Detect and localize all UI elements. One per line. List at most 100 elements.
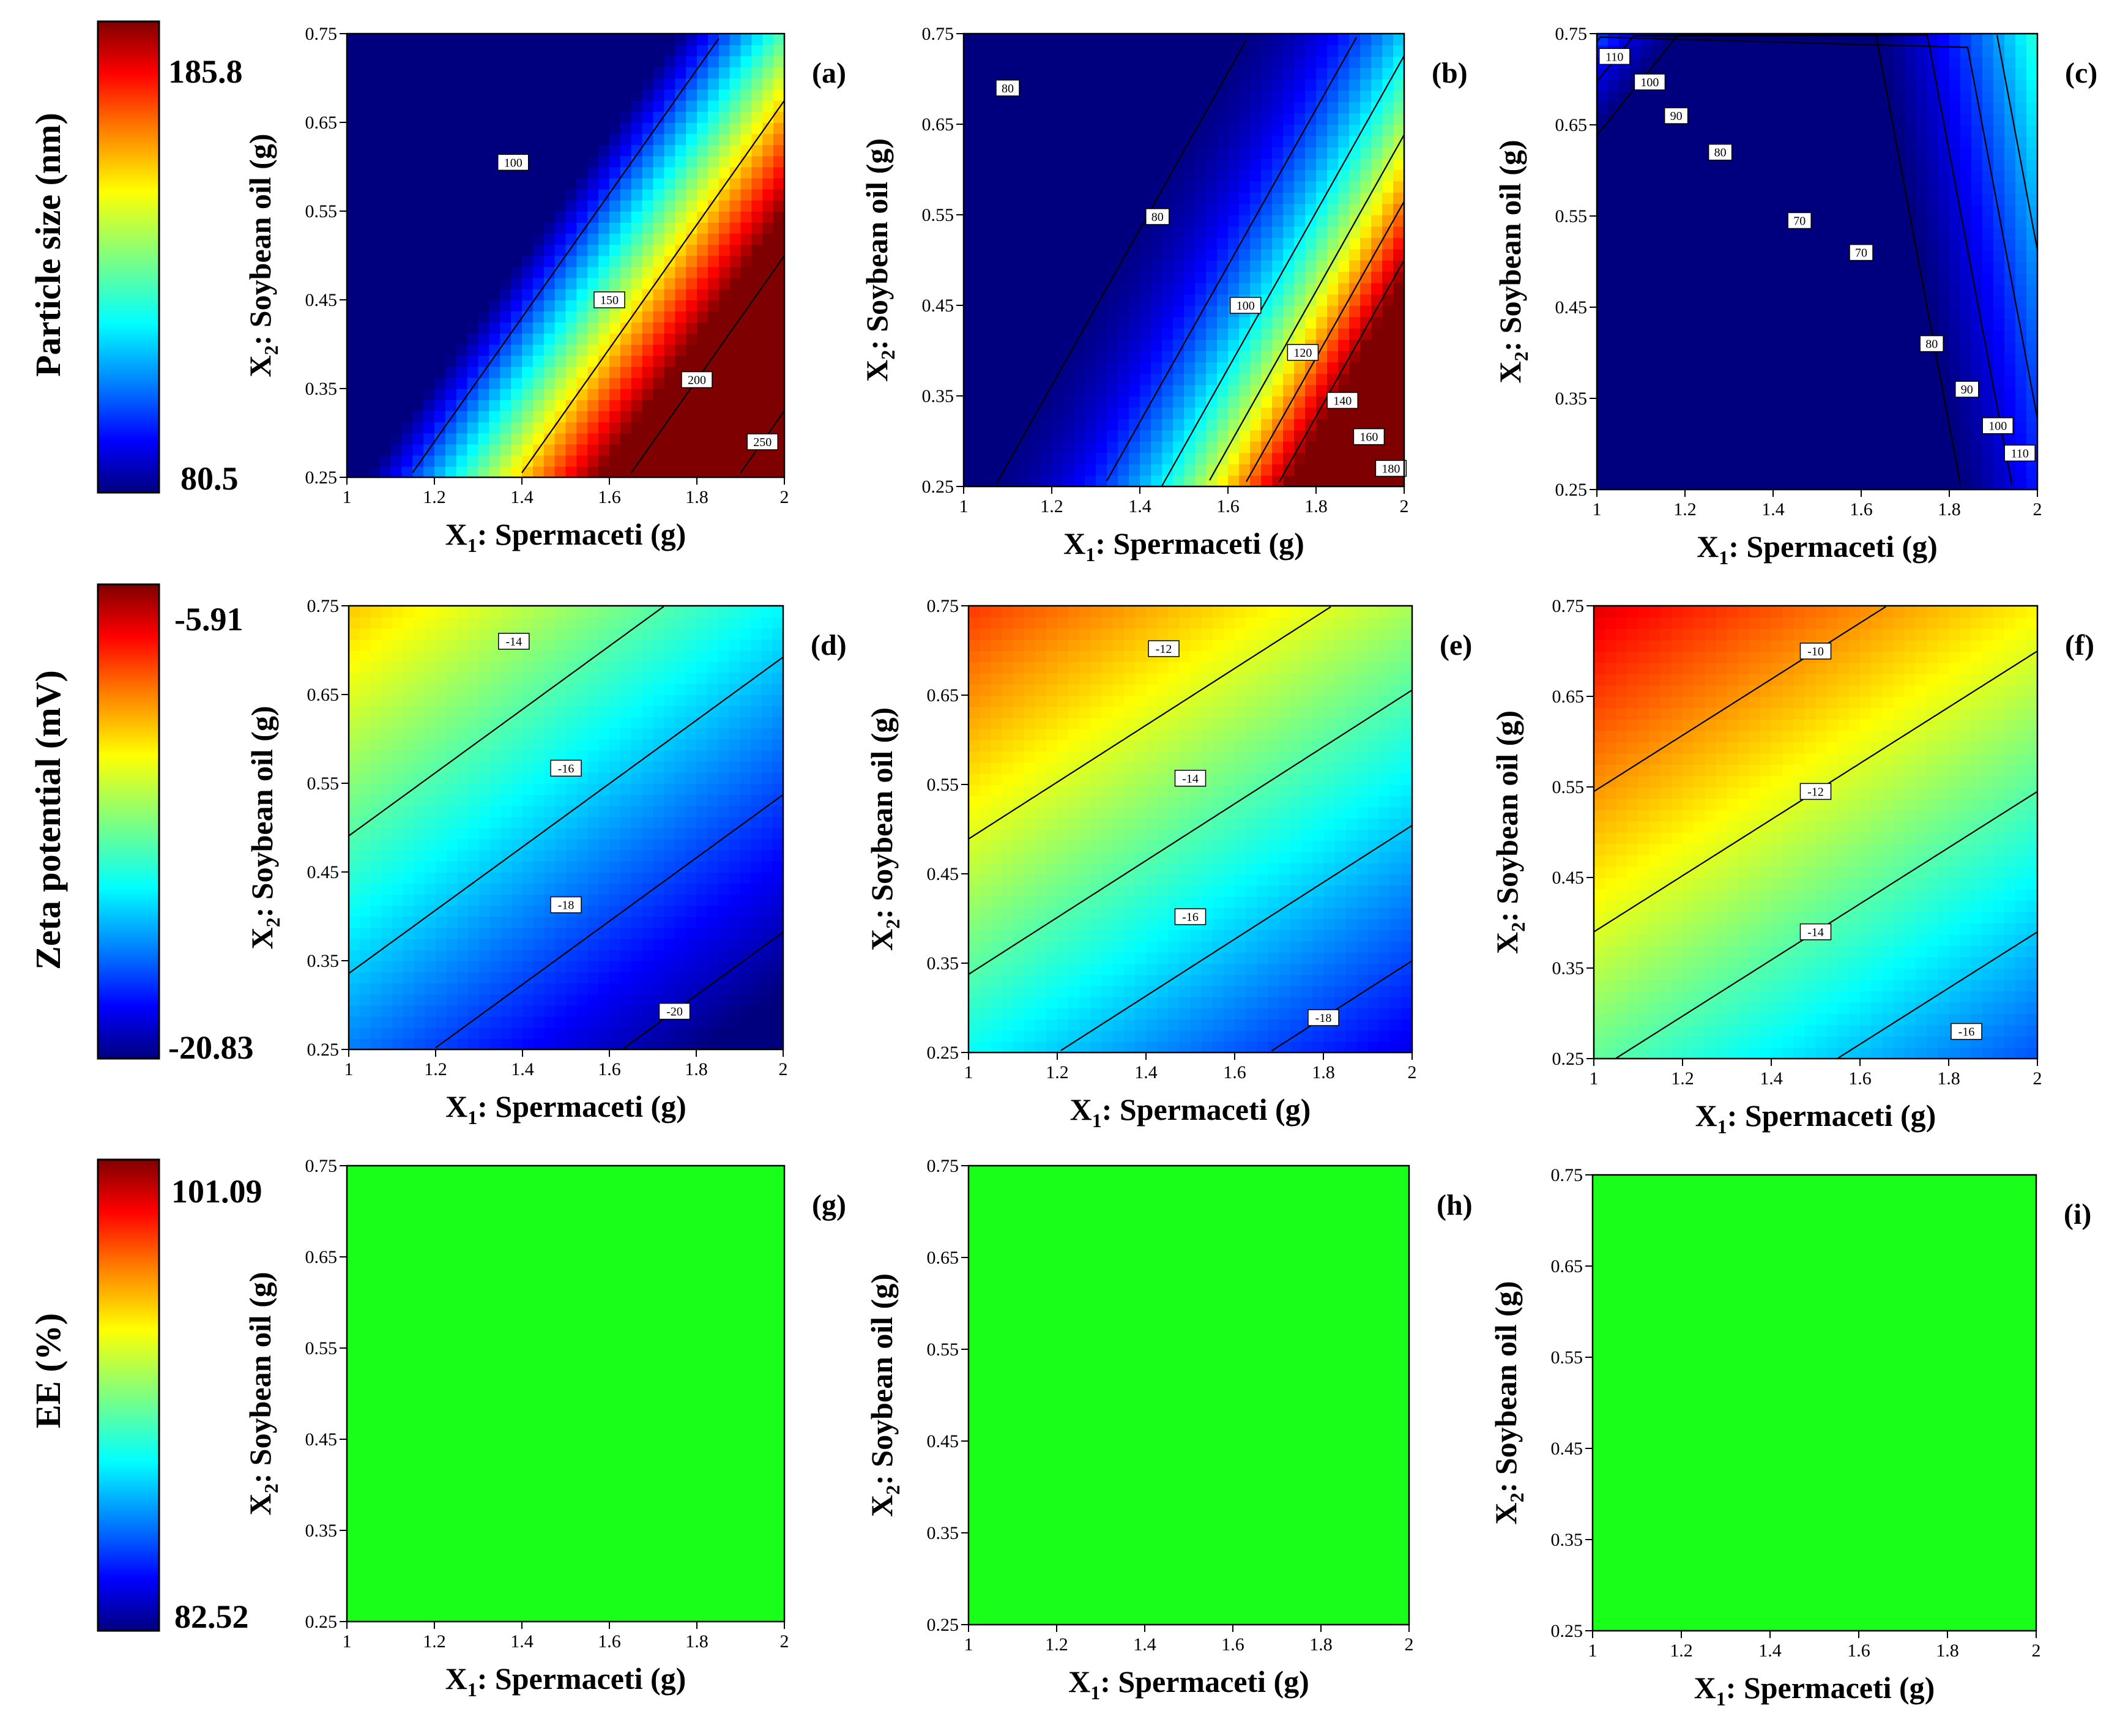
heatmap-cell: [1949, 398, 1961, 411]
heatmap-cell: [1019, 384, 1030, 397]
heatmap-cell: [1740, 478, 1752, 490]
heatmap-cell: [1074, 158, 1085, 170]
heatmap-cell: [1773, 56, 1785, 69]
heatmap-cell: [1316, 226, 1328, 238]
heatmap-cell: [1971, 409, 1983, 422]
heatmap-cell: [1982, 67, 1994, 80]
heatmap-cell: [1608, 352, 1620, 365]
heatmap-cell: [1685, 182, 1697, 194]
plot-frame: [1596, 32, 2039, 491]
heatmap-cell: [379, 199, 392, 212]
heatmap-cell: [707, 444, 720, 456]
heatmap-cell: [1938, 113, 1950, 125]
heatmap-cell: [434, 111, 446, 123]
heatmap-cell: [1261, 419, 1273, 431]
heatmap-cell: [1641, 296, 1653, 308]
heatmap-cell: [500, 177, 511, 190]
colorbar-max-zeta-potential: -5.91: [174, 601, 243, 638]
heatmap-cell: [576, 166, 589, 179]
heatmap-cell: [1916, 455, 1928, 468]
heatmap-cell: [2015, 421, 2027, 433]
heatmap-cell: [1338, 328, 1350, 340]
heatmap-cell: [1740, 136, 1752, 148]
heatmap-cell: [1250, 45, 1262, 57]
heatmap-cell: [1052, 407, 1063, 419]
heatmap-cell: [565, 322, 578, 334]
heatmap-cell: [642, 389, 654, 400]
heatmap-cell: [751, 422, 764, 434]
heatmap-cell: [773, 67, 785, 79]
heatmap-cell: [675, 211, 686, 223]
heatmap-cell: [1382, 215, 1394, 227]
heatmap-cell: [1316, 362, 1328, 374]
heatmap-cell: [1195, 248, 1207, 261]
heatmap-cell: [686, 56, 697, 68]
heatmap-cell: [1619, 284, 1631, 297]
heatmap-cell: [751, 166, 764, 179]
heatmap-cell: [1685, 67, 1697, 80]
heatmap-cell: [718, 433, 731, 445]
heatmap-cell: [500, 67, 511, 79]
heatmap-cell: [1151, 260, 1162, 272]
heatmap-cell: [1630, 455, 1642, 468]
heatmap-cell: [1085, 226, 1096, 238]
x-tick-label: 1.8: [1304, 496, 1328, 516]
heatmap-cell: [445, 56, 457, 68]
heatmap-cell: [609, 366, 621, 378]
heatmap-cell: [1074, 90, 1085, 102]
heatmap-cell: [1074, 339, 1085, 351]
heatmap-cell: [347, 233, 359, 245]
heatmap-cell: [975, 45, 986, 57]
heatmap-cell: [1751, 204, 1763, 217]
heatmap-cell: [740, 333, 753, 345]
heatmap-cell: [697, 322, 709, 334]
heatmap-cell: [1140, 419, 1151, 431]
heatmap-cell: [1184, 147, 1196, 159]
heatmap-cell: [653, 322, 665, 334]
heatmap-cell: [1927, 216, 1939, 228]
heatmap-cell: [1041, 260, 1052, 272]
x-tick-label: 2: [2033, 499, 2042, 520]
heatmap-cell: [1751, 341, 1763, 354]
heatmap-cell: [1206, 158, 1218, 170]
heatmap-cell: [975, 203, 986, 215]
heatmap-cell: [1773, 398, 1785, 411]
heatmap-cell: [1883, 125, 1895, 137]
heatmap-cell: [1839, 193, 1851, 206]
heatmap-cell: [1795, 375, 1807, 388]
heatmap-cell: [368, 422, 381, 434]
heatmap-cell: [675, 277, 686, 289]
heatmap-cell: [2004, 182, 2016, 194]
heatmap-cell: [489, 188, 501, 201]
heatmap-cell: [1107, 294, 1118, 306]
heatmap-cell: [1019, 396, 1030, 408]
heatmap-cell: [1360, 215, 1372, 227]
heatmap-cell: [412, 133, 424, 145]
heatmap-cell: [434, 344, 446, 356]
heatmap-cell: [1140, 351, 1151, 363]
heatmap-cell: [2015, 330, 2027, 342]
heatmap-cell: [1872, 227, 1884, 239]
heatmap-cell: [1338, 90, 1350, 102]
heatmap-cell: [1052, 248, 1063, 261]
heatmap-cell: [751, 255, 764, 267]
heatmap-cell: [598, 177, 610, 190]
heatmap-cell: [349, 1016, 360, 1028]
heatmap-cell: [412, 111, 424, 123]
heatmap-cell: [1217, 475, 1229, 487]
heatmap-cell: [1140, 45, 1151, 57]
heatmap-cell: [347, 133, 359, 145]
heatmap-cell: [445, 422, 457, 434]
heatmap-cell: [1927, 239, 1939, 251]
heatmap-cell: [707, 411, 720, 423]
heatmap-cell: [1162, 351, 1173, 363]
heatmap-cell: [1184, 124, 1196, 136]
heatmap-cell: [1674, 352, 1686, 365]
heatmap-cell: [1652, 45, 1664, 57]
heatmap-cell: [1718, 284, 1730, 297]
heatmap-cell: [565, 344, 578, 356]
heatmap-cell: [1195, 271, 1207, 283]
heatmap-cell: [1938, 227, 1950, 239]
heatmap-cell: [1195, 34, 1207, 46]
heatmap-cell: [1041, 215, 1052, 227]
